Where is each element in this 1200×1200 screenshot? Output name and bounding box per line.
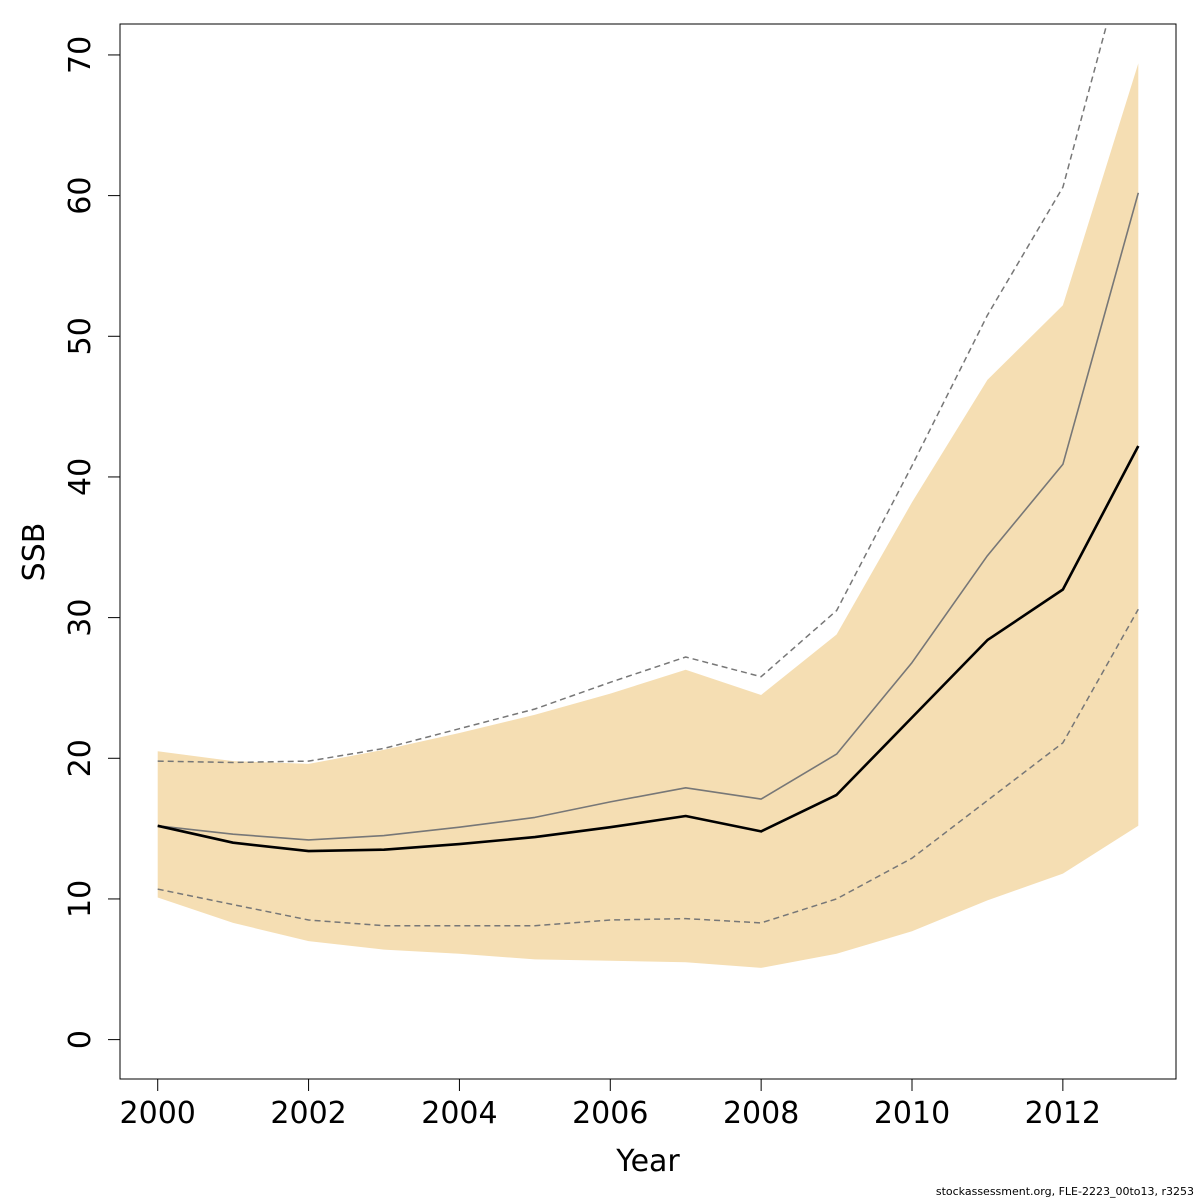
x-tick-label: 2010 <box>874 1096 950 1131</box>
x-tick-label: 2006 <box>572 1096 648 1131</box>
x-axis: 2000 2002 2004 2006 2008 2010 2012 <box>120 1078 1101 1131</box>
y-tick-label: 30 <box>63 599 98 637</box>
confidence-band <box>157 63 1139 968</box>
x-tick-label: 2012 <box>1025 1096 1101 1131</box>
y-tick-label: 10 <box>63 880 98 918</box>
x-tick-label: 2008 <box>723 1096 799 1131</box>
x-tick-label: 2000 <box>120 1096 196 1131</box>
y-tick-label: 40 <box>63 458 98 496</box>
x-tick-label: 2004 <box>421 1096 497 1131</box>
lower-dashed-line <box>157 608 1139 927</box>
footer-credit: stockassessment.org, FLE-2223_00to13, r3… <box>935 1185 1194 1198</box>
x-tick-label: 2002 <box>270 1096 346 1131</box>
upper-dashed-line <box>157 24 1108 764</box>
ssb-estimate-line <box>157 445 1140 853</box>
y-tick-label: 60 <box>63 177 98 215</box>
y-tick-label: 50 <box>63 317 98 355</box>
y-axis: 0 10 20 30 40 50 60 70 <box>63 36 121 1049</box>
y-tick-label: 20 <box>63 739 98 777</box>
alternative-estimate-line <box>157 192 1140 841</box>
y-axis-title: SSB <box>17 523 52 582</box>
y-tick-label: 0 <box>63 1030 98 1049</box>
x-axis-title: Year <box>615 1144 680 1179</box>
y-tick-label: 70 <box>63 36 98 74</box>
plot-area <box>157 24 1140 968</box>
